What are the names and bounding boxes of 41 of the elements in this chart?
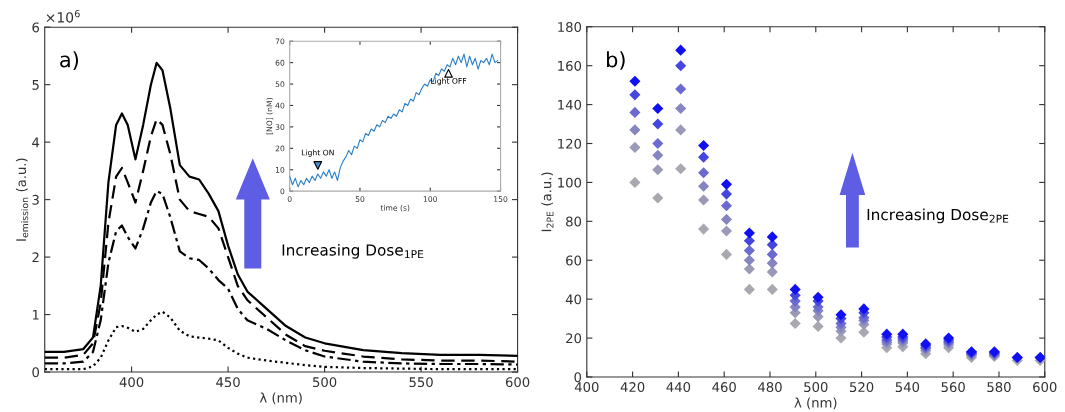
x-axis-title: λ (nm) (259, 392, 302, 405)
x-tick-label: 500 (313, 377, 337, 388)
x-tick-label: 600 (1033, 382, 1057, 393)
x-tick-label: 600 (505, 377, 530, 388)
annotation: Increasing Dose$_{1PE}$ (282, 243, 424, 259)
x-tick-label: 450 (216, 377, 240, 388)
x-tick-label: 480 (758, 382, 782, 393)
y-tick-label: 100 (558, 177, 582, 188)
y-tick-label: 2 (32, 252, 39, 263)
y-tick-label: 1 (32, 309, 39, 320)
y-tick-label: 4 (32, 137, 40, 148)
x-axis-title: λ (nm) (794, 397, 837, 410)
x-tick-label: 420 (620, 382, 645, 393)
x-tick-label: 440 (666, 382, 691, 393)
x-tick-label: 580 (987, 382, 1011, 393)
y-tick-label: 120 (558, 138, 582, 149)
y-tick-label: 140 (558, 99, 582, 110)
x-tick-label: 500 (804, 382, 828, 393)
x-tick-label: 560 (941, 382, 965, 393)
x-tick-label: 550 (409, 377, 433, 388)
annotation: a) (60, 51, 79, 70)
y-tick-label: 3 (32, 194, 39, 205)
y-tick-label: 0 (32, 367, 39, 378)
y-tick-label: 180 (558, 22, 582, 32)
y-tick-label: 5 (32, 80, 39, 90)
y-tick-label: 60 (566, 255, 582, 266)
y-tick-label: 80 (566, 216, 582, 227)
y-tick-label: 20 (566, 333, 582, 344)
text: ×10$^{6}$ (46, 9, 80, 23)
y-tick-label: 160 (558, 60, 582, 71)
x-tick-label: 400 (574, 382, 599, 393)
annotation: b) (607, 51, 625, 70)
x-tick-label: 520 (850, 382, 874, 393)
y-axis-title: I$_{emission}$ (a.u.) (15, 158, 29, 241)
y-tick-label: 40 (565, 294, 582, 305)
y-axis-title: I$_{2PE}$ (a.u.) (541, 172, 554, 232)
x-tick-label: 400 (119, 377, 144, 388)
x-tick-label: 460 (712, 382, 736, 393)
x-tick-label: 540 (895, 382, 920, 393)
y-tick-label: 6 (32, 22, 40, 33)
annotation: Increasing Dose$_{2PE}$ (867, 208, 1009, 224)
